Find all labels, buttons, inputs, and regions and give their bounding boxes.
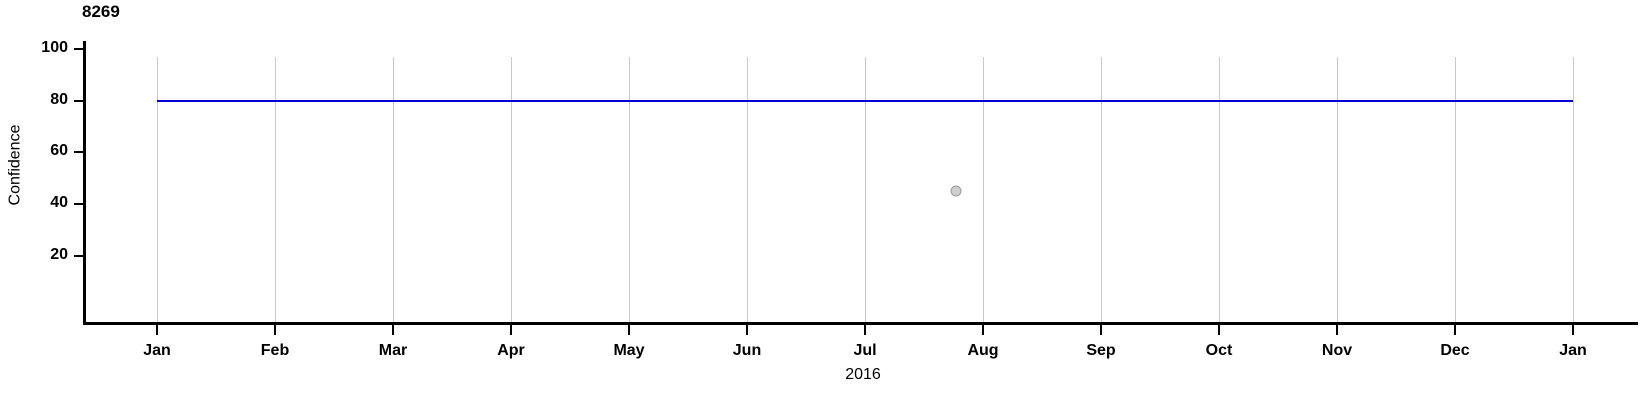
data-point-0[interactable] (950, 185, 962, 197)
chart-title: 8269 (82, 2, 120, 21)
gridline-oct-9 (1219, 57, 1220, 322)
x-tick-label-jun-5: Jun (732, 342, 762, 359)
gridline-jun-5 (747, 57, 748, 322)
x-tick-label-jul-6: Jul (853, 342, 877, 359)
y-tick-label-60: 60 (50, 142, 68, 160)
y-axis-line (83, 41, 86, 325)
x-tick-label-apr-3: Apr (497, 342, 525, 359)
x-tick-label-may-4: May (613, 342, 645, 359)
x-tick-label-feb-1: Feb (260, 342, 290, 359)
x-tick-label-jan-12: Jan (1559, 342, 1587, 359)
x-tick-label-sep-8: Sep (1086, 342, 1116, 359)
x-tick-2 (392, 325, 394, 335)
gridline-mar-2 (393, 57, 394, 322)
y-tick-100 (74, 48, 83, 50)
x-tick-7 (982, 325, 984, 335)
x-tick-12 (1572, 325, 1574, 335)
x-tick-label-jan-0: Jan (143, 342, 171, 359)
y-tick-label-80: 80 (50, 90, 68, 108)
x-tick-4 (628, 325, 630, 335)
x-tick-6 (864, 325, 866, 335)
y-tick-label-40: 40 (50, 194, 68, 212)
gridline-feb-1 (275, 57, 276, 322)
x-tick-label-dec-11: Dec (1440, 342, 1470, 359)
x-tick-label-nov-10: Nov (1321, 342, 1353, 359)
gridline-dec-11 (1455, 57, 1456, 322)
gridline-may-4 (629, 57, 630, 322)
y-tick-40 (74, 203, 83, 206)
gridline-apr-3 (511, 57, 512, 322)
y-tick-80 (74, 99, 83, 102)
gridline-jul-6 (865, 57, 866, 322)
y-axis-title-text: Confidence (6, 124, 24, 206)
x-tick-1 (274, 325, 276, 335)
x-tick-9 (1218, 325, 1220, 335)
x-axis-line (83, 322, 1638, 325)
x-tick-0 (156, 325, 158, 335)
gridline-jan-0 (157, 57, 158, 322)
gridline-jan-12 (1573, 57, 1574, 322)
gridline-nov-10 (1337, 57, 1338, 322)
x-tick-label-oct-9: Oct (1205, 342, 1233, 359)
x-tick-10 (1336, 325, 1338, 335)
x-tick-label-mar-2: Mar (378, 342, 408, 359)
y-tick-60 (74, 151, 83, 154)
x-tick-3 (510, 325, 512, 335)
x-tick-label-aug-7: Aug (967, 342, 999, 359)
threshold-line (157, 99, 1573, 102)
x-tick-11 (1454, 325, 1456, 335)
x-tick-5 (746, 325, 748, 335)
y-tick-label-20: 20 (50, 245, 68, 263)
y-tick-label-100: 100 (41, 39, 68, 56)
y-tick-20 (74, 254, 83, 257)
gridline-sep-8 (1101, 57, 1102, 322)
x-axis-title: 2016 (0, 366, 1650, 384)
x-tick-8 (1100, 325, 1102, 335)
gridline-aug-7 (983, 57, 984, 322)
x-axis-title-text: 2016 (845, 366, 881, 383)
